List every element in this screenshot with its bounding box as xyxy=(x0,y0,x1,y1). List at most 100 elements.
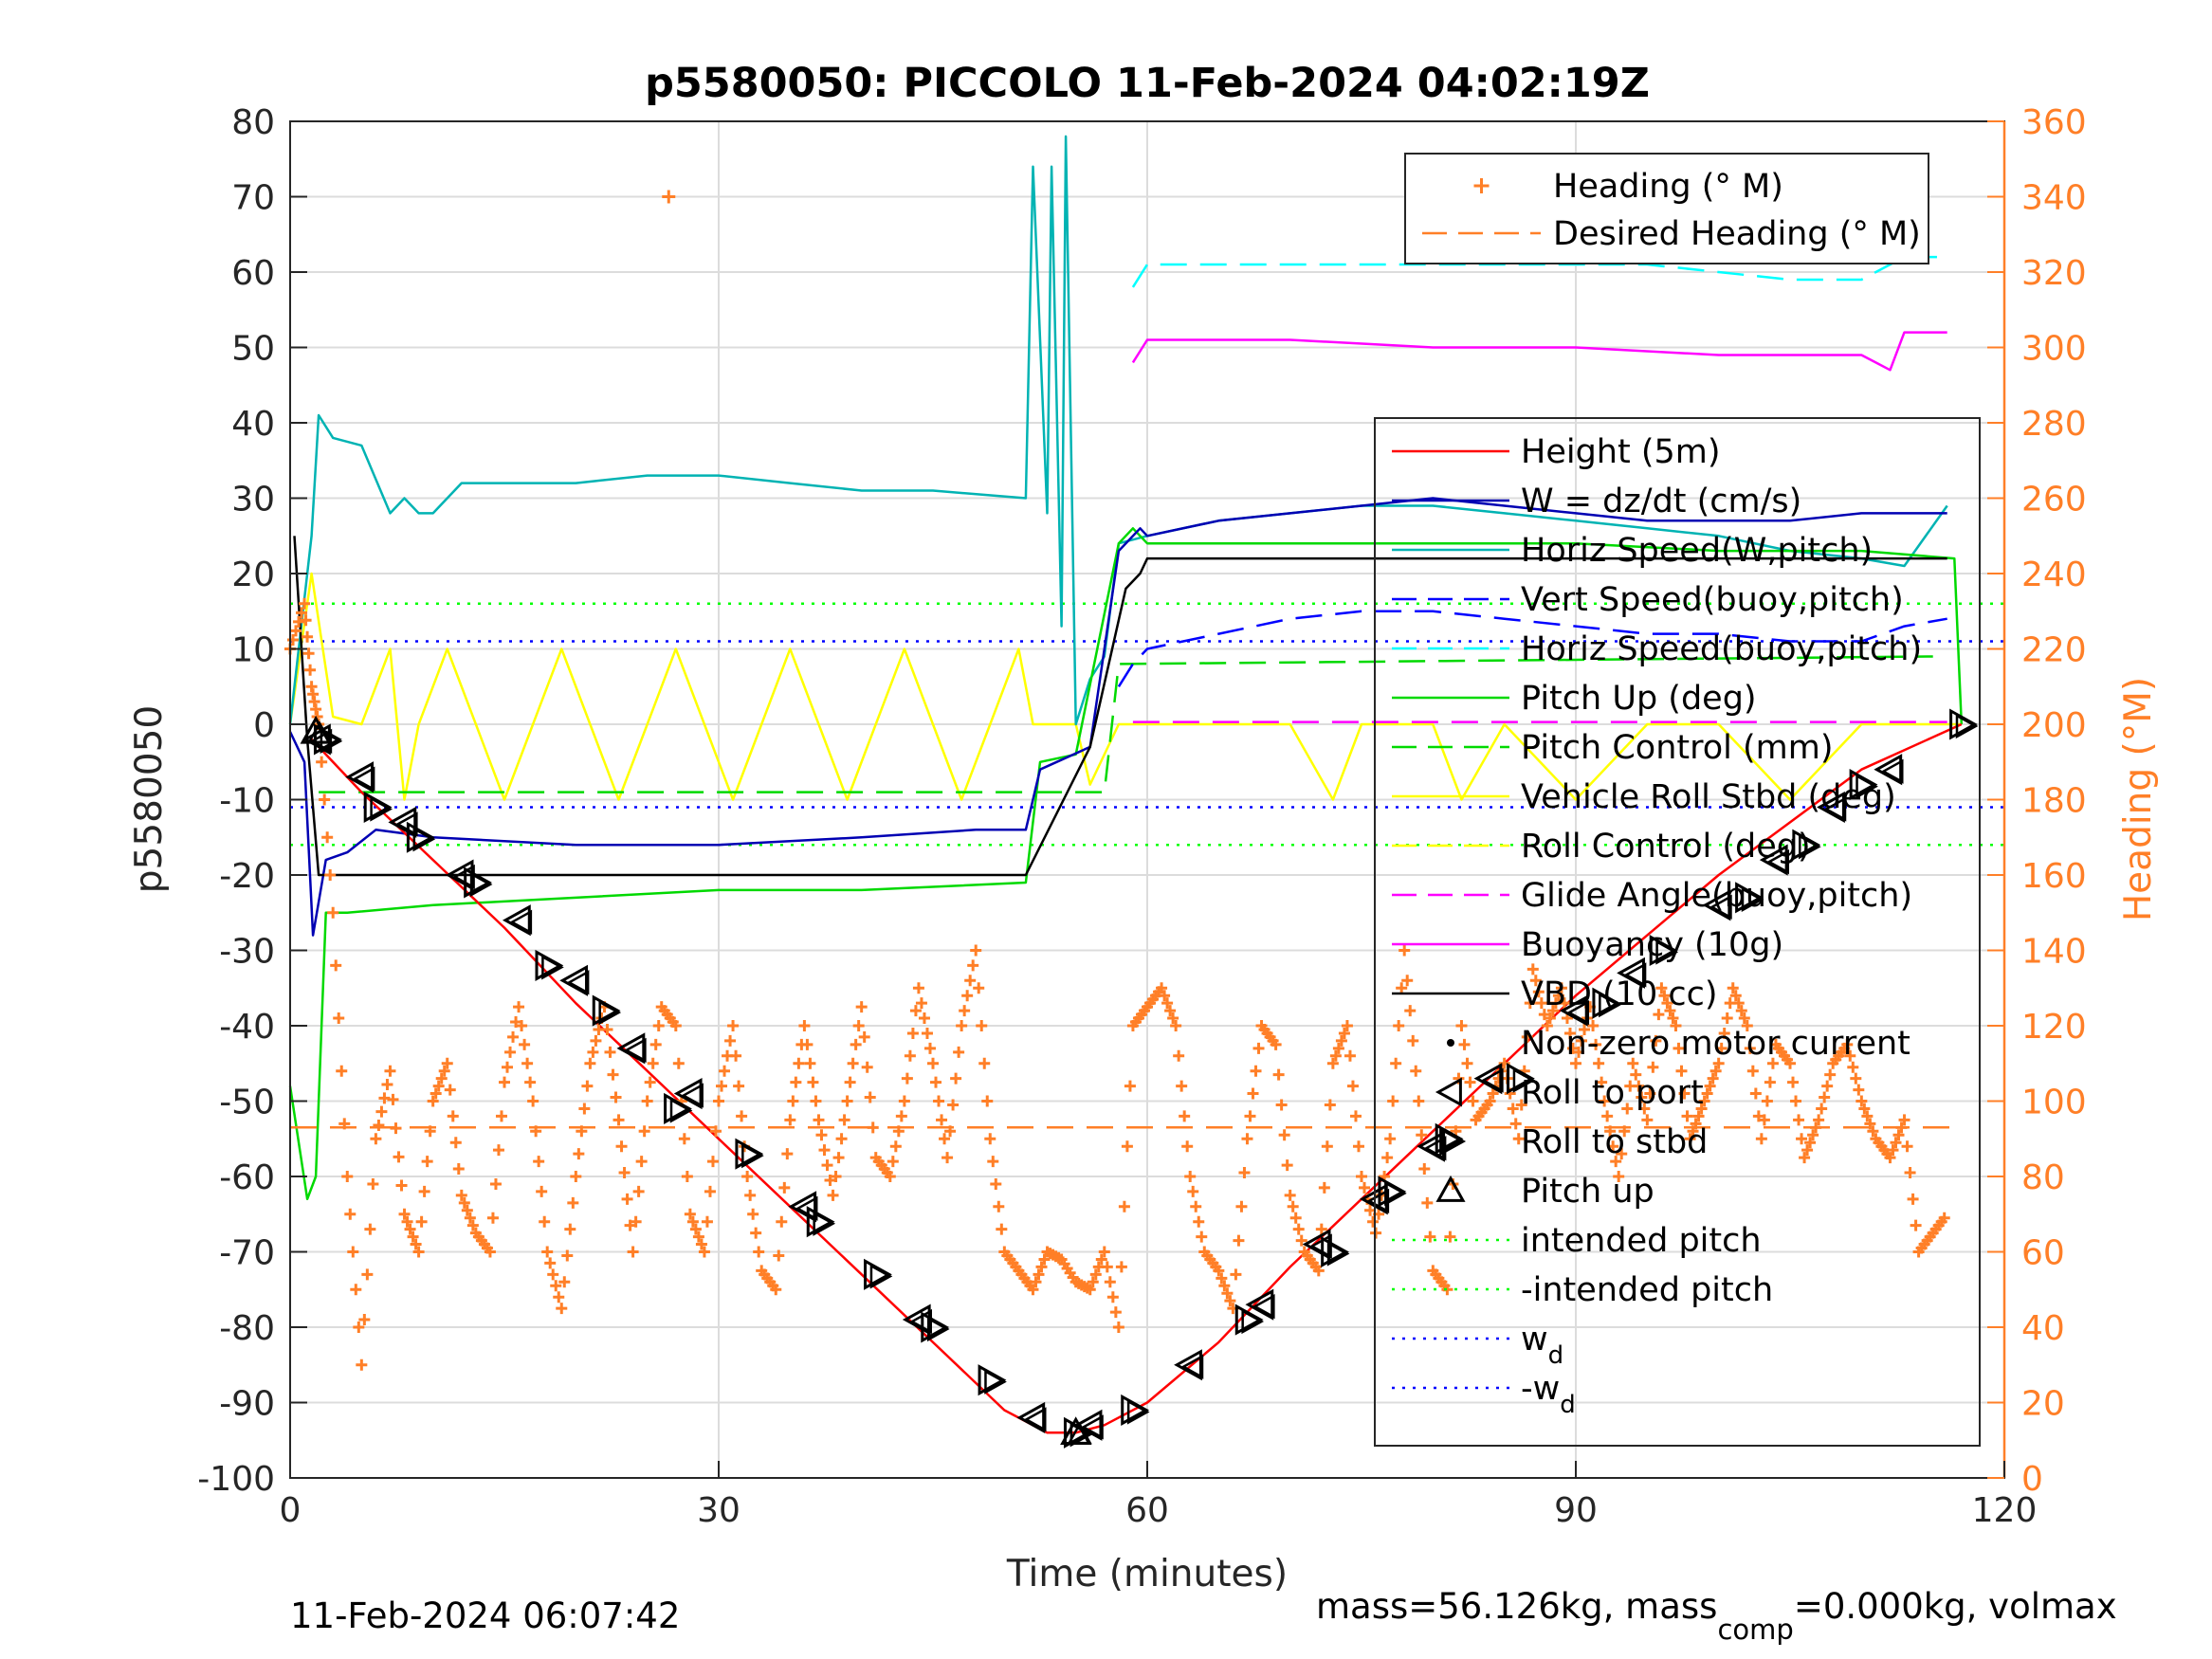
heading-point xyxy=(1766,1057,1779,1069)
y-right-tick-label: 20 xyxy=(2021,1385,2065,1424)
legend-label-main: VBD (10 cc) xyxy=(1521,975,1718,1013)
y-tick-label: 70 xyxy=(231,179,275,218)
heading-point xyxy=(1295,1234,1307,1247)
legend-right-axis-box xyxy=(1404,153,1929,264)
y-tick-label: -10 xyxy=(219,782,275,821)
heading-point xyxy=(1552,990,1564,1002)
heading-point xyxy=(841,1095,853,1107)
heading-point xyxy=(747,1208,759,1220)
marker-roll-to-stbd xyxy=(1735,882,1764,914)
heading-point xyxy=(1732,997,1745,1010)
heading-point xyxy=(1821,1080,1834,1092)
marker-layer xyxy=(300,708,1979,1449)
legend-item-intended-pitch: -intended pitch xyxy=(1392,1271,1773,1309)
heading-point xyxy=(1187,1185,1199,1197)
marker-roll-to-port xyxy=(616,1032,646,1065)
heading-point xyxy=(644,1076,656,1088)
heading-point xyxy=(1035,1261,1048,1273)
marker-roll-to-stbd xyxy=(1378,1176,1407,1208)
series-horiz-speed-w-pitch xyxy=(288,135,1948,726)
legend-sample xyxy=(1435,1175,1466,1202)
series-layer xyxy=(284,135,1964,1434)
heading-point xyxy=(1641,1114,1654,1126)
marker-roll-to-port xyxy=(1559,994,1588,1027)
heading-point xyxy=(669,1020,682,1031)
heading-point xyxy=(1112,1322,1124,1333)
heading-point xyxy=(1312,1265,1325,1277)
heading-point xyxy=(1521,1030,1533,1043)
legend-label-main: Pitch Up (deg) xyxy=(1521,680,1757,718)
legend-item-w-dz-dt-cm-s: W = dz/dt (cm/s) xyxy=(1392,483,1801,520)
heading-point xyxy=(361,1268,374,1281)
heading-point xyxy=(1104,1276,1116,1288)
heading-point xyxy=(458,1196,470,1209)
heading-point xyxy=(1390,1057,1402,1069)
heading-point xyxy=(844,1076,856,1088)
heading-point xyxy=(404,1223,416,1235)
marker-roll-to-stbd-echo xyxy=(370,796,393,822)
y-axis-label: p5580050 xyxy=(128,705,171,893)
heading-point xyxy=(1784,1057,1796,1069)
legend-label: Vert Speed(buoy,pitch) xyxy=(1521,581,1904,619)
heading-point xyxy=(1161,997,1174,1010)
reference-lines xyxy=(290,602,2004,847)
heading-point xyxy=(953,1046,965,1058)
heading-point xyxy=(1441,1284,1453,1296)
heading-point xyxy=(1275,1099,1288,1111)
heading-point xyxy=(1164,1005,1177,1017)
x-tick-label: 120 xyxy=(1972,1491,2038,1530)
legend-label-sub: d xyxy=(1560,1391,1576,1419)
heading-point xyxy=(1498,1057,1510,1069)
heading-point xyxy=(1318,1181,1330,1194)
heading-point xyxy=(1284,1189,1296,1201)
heading-point xyxy=(492,1144,504,1157)
heading-point xyxy=(704,1185,716,1197)
heading-point xyxy=(776,1215,788,1228)
heading-point xyxy=(1038,1253,1051,1266)
heading-point xyxy=(584,1057,596,1069)
heading-point xyxy=(536,1185,548,1197)
y-tick-label: 30 xyxy=(231,481,275,520)
heading-point xyxy=(1890,1137,1902,1149)
heading-point xyxy=(635,1156,648,1168)
marker-roll-to-stbd xyxy=(978,1364,1007,1396)
heading-point xyxy=(1856,1095,1868,1107)
heading-point xyxy=(438,1065,450,1077)
heading-point xyxy=(1630,1068,1642,1081)
marker-roll-to-port xyxy=(345,761,375,793)
heading-point xyxy=(1707,1072,1719,1085)
heading-point xyxy=(1853,1084,1865,1096)
heading-point xyxy=(1910,1219,1922,1231)
heading-point xyxy=(964,975,977,987)
heading-point xyxy=(1850,1072,1862,1085)
heading-point xyxy=(1673,1042,1685,1054)
heading-point xyxy=(686,1215,699,1228)
heading-point xyxy=(915,997,927,1010)
heading-point xyxy=(1507,1103,1519,1115)
heading-point xyxy=(684,1208,696,1220)
marker-roll-to-stbd-echo xyxy=(412,827,436,852)
heading-point xyxy=(1235,1200,1248,1212)
heading-point xyxy=(415,1215,428,1228)
heading-point xyxy=(300,614,312,627)
heading-point xyxy=(539,1215,551,1228)
heading-point xyxy=(1398,944,1411,957)
heading-point xyxy=(939,1133,951,1145)
heading-point xyxy=(449,1137,462,1149)
heading-point xyxy=(719,1065,731,1077)
heading-point xyxy=(1638,1103,1651,1115)
heading-point xyxy=(1424,1231,1436,1243)
y-right-tick-label: 180 xyxy=(2021,782,2087,821)
heading-point xyxy=(1618,1125,1631,1138)
legend-label-main: Vehicle Roll Stbd (deg) xyxy=(1521,778,1896,816)
heading-point xyxy=(444,1084,456,1096)
heading-point xyxy=(1799,1152,1811,1164)
heading-point xyxy=(838,1114,850,1126)
heading-point xyxy=(410,1238,422,1250)
footer-timestamp: 11-Feb-2024 06:07:42 xyxy=(290,1595,680,1636)
heading-point xyxy=(1027,1284,1039,1296)
heading-point xyxy=(976,1020,988,1031)
legend-item-glide-angle-buoy-pitch: Glide Angle(buoy,pitch) xyxy=(1392,877,1912,915)
heading-point xyxy=(504,1046,517,1058)
heading-point xyxy=(1579,1023,1591,1035)
